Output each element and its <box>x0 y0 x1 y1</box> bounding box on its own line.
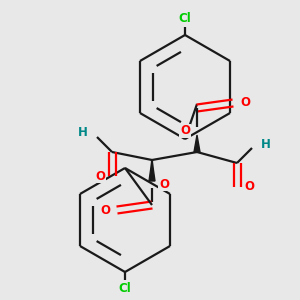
Text: O: O <box>100 203 110 217</box>
Text: O: O <box>244 181 254 194</box>
Text: Cl: Cl <box>178 13 191 26</box>
Polygon shape <box>194 135 200 152</box>
Text: Cl: Cl <box>118 281 131 295</box>
Text: O: O <box>180 124 190 137</box>
Text: O: O <box>95 169 105 182</box>
Text: H: H <box>78 127 88 140</box>
Text: H: H <box>261 137 271 151</box>
Polygon shape <box>149 160 155 181</box>
Text: O: O <box>240 97 250 110</box>
Text: O: O <box>159 178 169 190</box>
